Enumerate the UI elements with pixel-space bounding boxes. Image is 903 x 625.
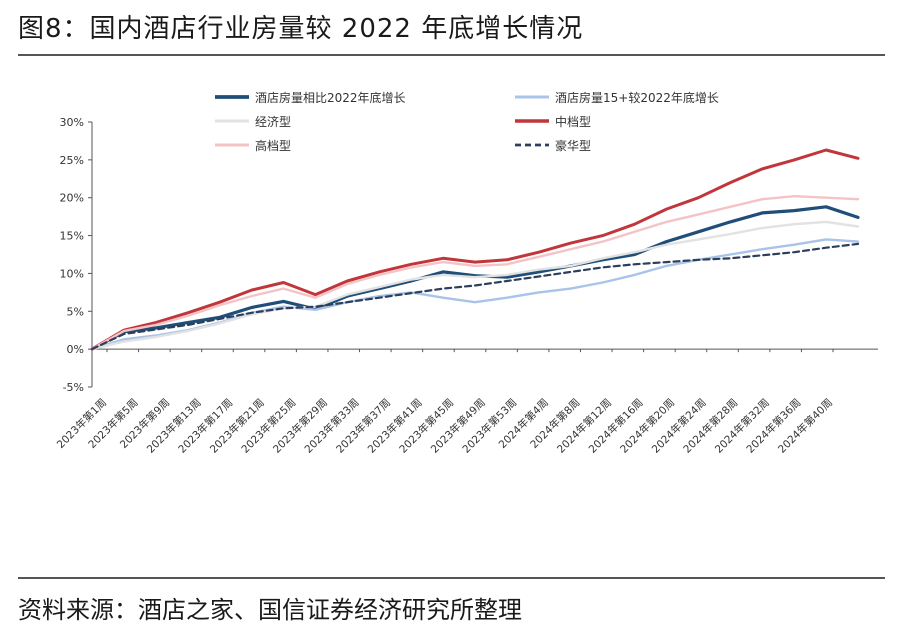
x-tick-label: 2023年第17周: [176, 396, 236, 456]
y-tick-label: 5%: [67, 305, 84, 318]
legend-label: 豪华型: [555, 138, 591, 153]
legend-item-5: 豪华型: [515, 138, 591, 153]
legend-item-2: 经济型: [215, 114, 291, 129]
x-tick-label: 2024年第28周: [681, 396, 741, 456]
source-note: 资料来源：酒店之家、国信证券经济研究所整理: [18, 596, 522, 624]
legend-label: 酒店房量相比2022年底增长: [255, 90, 406, 105]
x-tick-label: 2023年第49周: [428, 396, 488, 456]
legend-label: 中档型: [555, 114, 591, 129]
x-tick-label: 2023年第45周: [397, 396, 457, 456]
x-tick-label: 2023年第33周: [302, 396, 362, 456]
x-tick-label: 2023年第29周: [270, 396, 330, 456]
x-tick-label: 2024年第36周: [744, 396, 804, 456]
x-tick-label: 2024年第24周: [649, 396, 709, 456]
series-line-1: [90, 238, 860, 351]
x-tick-label: 2024年第40周: [775, 396, 835, 456]
series-line-0: [90, 205, 860, 351]
series-line-5: [90, 242, 860, 351]
x-tick-label: 2023年第53周: [460, 396, 520, 456]
y-axis: 30% 25% 20% 15% 10% 5% 0% -5%: [60, 116, 93, 394]
x-tick-label: 2024年第20周: [617, 396, 677, 456]
series-layer: [90, 148, 860, 351]
series-line-2: [90, 220, 860, 351]
x-tick-label: 2024年第32周: [712, 396, 772, 456]
legend-item-3: 中档型: [515, 114, 591, 129]
legend-label: 高档型: [255, 138, 291, 153]
x-tick-label: 2023年第25周: [239, 396, 299, 456]
legend-item-1: 酒店房量15+较2022年底增长: [515, 90, 719, 105]
x-tick-label: 2023年第37周: [333, 396, 393, 456]
x-tick-label: 2024年第12周: [554, 396, 614, 456]
bottom-rule: [18, 577, 885, 579]
y-tick-label: 25%: [60, 154, 84, 167]
y-tick-label: 30%: [60, 116, 84, 129]
legend-label: 酒店房量15+较2022年底增长: [555, 90, 719, 105]
top-rule: [18, 54, 885, 56]
figure-title: 图8：国内酒店行业房量较 2022 年底增长情况: [18, 14, 584, 44]
legend-label: 经济型: [255, 114, 291, 129]
x-tick-label: 2023年第21周: [207, 396, 267, 456]
y-tick-label: -5%: [63, 381, 84, 394]
x-tick-label: 2023年第41周: [365, 396, 425, 456]
x-tick-label: 2024年第16周: [586, 396, 646, 456]
legend-item-4: 高档型: [215, 138, 291, 153]
x-axis: 2023年第1周2023年第5周2023年第9周2023年第13周2023年第1…: [54, 348, 878, 456]
x-tick-label: 2023年第13周: [144, 396, 204, 456]
y-tick-label: 15%: [60, 230, 84, 243]
series-line-4: [90, 194, 860, 351]
legend-item-0: 酒店房量相比2022年底增长: [215, 90, 406, 105]
y-tick-label: 0%: [67, 343, 84, 356]
series-line-3: [90, 148, 860, 351]
y-tick-label: 20%: [60, 192, 84, 205]
y-tick-label: 10%: [60, 267, 84, 280]
